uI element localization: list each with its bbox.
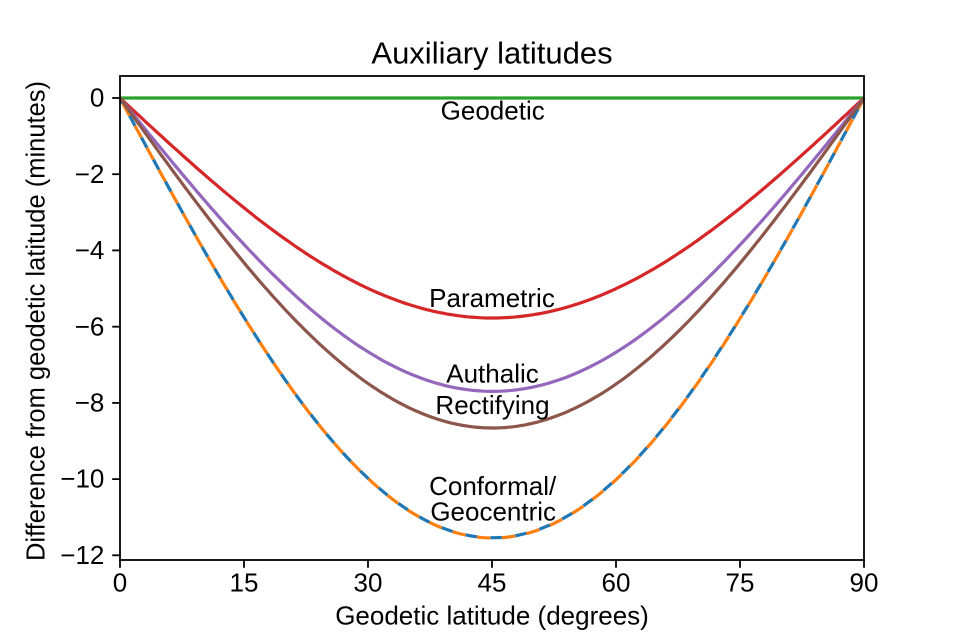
svg-text:Geodetic: Geodetic <box>441 95 545 125</box>
svg-text:15: 15 <box>230 568 259 598</box>
svg-text:Authalic: Authalic <box>446 359 539 389</box>
svg-text:30: 30 <box>354 568 383 598</box>
svg-text:−12: −12 <box>60 540 104 570</box>
svg-text:Geodetic latitude (degrees): Geodetic latitude (degrees) <box>335 601 649 631</box>
svg-text:−4: −4 <box>75 235 105 265</box>
svg-text:0: 0 <box>113 568 127 598</box>
svg-text:−2: −2 <box>75 159 105 189</box>
svg-text:Conformal/: Conformal/ <box>429 471 557 501</box>
svg-text:45: 45 <box>478 568 507 598</box>
svg-text:−8: −8 <box>75 388 105 418</box>
svg-text:0: 0 <box>90 83 104 113</box>
svg-text:−6: −6 <box>75 311 105 341</box>
svg-text:Parametric: Parametric <box>429 283 555 313</box>
svg-text:90: 90 <box>850 568 879 598</box>
svg-text:Geocentric: Geocentric <box>430 497 556 527</box>
svg-text:−10: −10 <box>60 464 104 494</box>
svg-text:Rectifying: Rectifying <box>435 390 549 420</box>
svg-text:Auxiliary latitudes: Auxiliary latitudes <box>371 36 612 71</box>
svg-text:75: 75 <box>726 568 755 598</box>
svg-text:Difference from geodetic latit: Difference from geodetic latitude (minut… <box>23 81 51 561</box>
svg-text:60: 60 <box>602 568 631 598</box>
